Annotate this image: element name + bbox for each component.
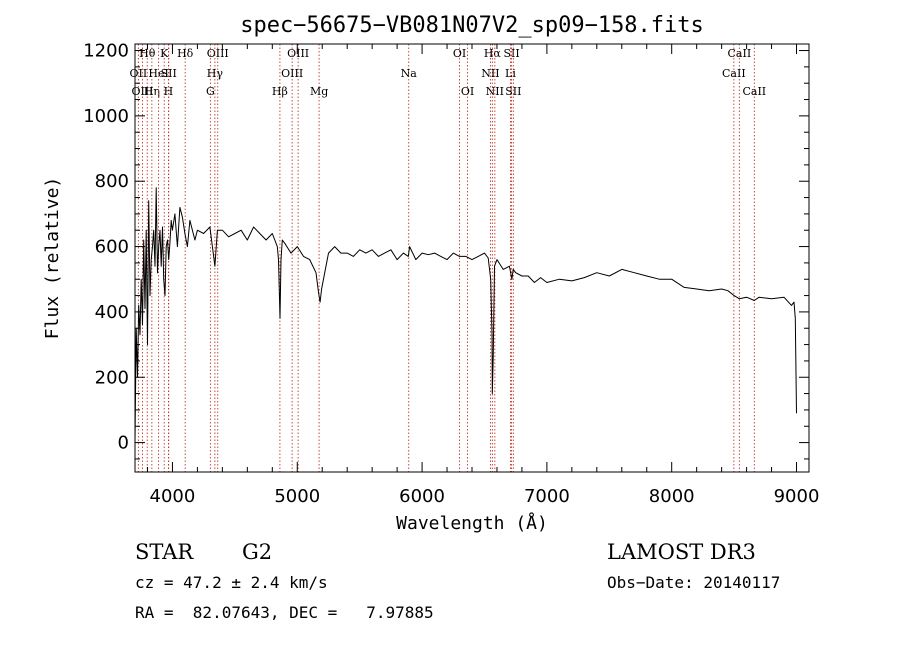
- line-label-20: SII: [503, 47, 519, 60]
- y-axis-label: Flux (relative): [42, 177, 63, 340]
- line-label-25: CaII: [728, 47, 752, 60]
- line-label-12: Hβ: [272, 85, 288, 98]
- line-label-13: OIII: [287, 47, 309, 60]
- x-tick-label-3: 7000: [524, 486, 570, 507]
- x-tick-label-4: 8000: [649, 486, 695, 507]
- y-tick-label-2: 400: [95, 302, 129, 323]
- x-tick-label-0: 4000: [150, 486, 196, 507]
- line-label-18: OI: [461, 85, 474, 98]
- line-label-11: G: [206, 85, 215, 98]
- line-label-4: K: [160, 47, 169, 60]
- spectrum-data-layer: [134, 187, 797, 443]
- survey-name: LAMOST DR3: [607, 540, 756, 564]
- line-label-26: CaII: [722, 67, 746, 80]
- x-tick-label-1: 5000: [274, 486, 320, 507]
- line-label-1: OII: [130, 67, 148, 80]
- axes-layer: 4000 5000 6000 7000 8000 9000 0 200 400 600 800 100…: [83, 41, 819, 507]
- line-label-17: OI: [453, 47, 466, 60]
- line-label-27: CaII: [742, 85, 766, 98]
- x-tick-label-5: 9000: [774, 486, 820, 507]
- line-label-15: Mg: [310, 85, 328, 98]
- spectral-subclass: G2: [242, 540, 273, 564]
- line-label-19: Hα: [484, 47, 502, 60]
- y-tick-label-5: 1000: [83, 106, 129, 127]
- y-tick-label-3: 600: [95, 237, 129, 258]
- line-label-21: NII: [481, 67, 499, 80]
- y-tick-label-0: 0: [118, 433, 129, 454]
- line-label-7: H: [164, 85, 174, 98]
- observation-date: Obs−Date: 20140117: [607, 573, 781, 592]
- line-label-3: Hη: [144, 85, 160, 98]
- x-axis-label: Wavelength (Å): [396, 512, 548, 534]
- line-label-14: OIII: [281, 67, 303, 80]
- coordinates: RA = 82.07643, DEC = 7.97885: [135, 603, 434, 622]
- redshift-value: cz = 47.2 ± 2.4 km/s: [135, 573, 328, 592]
- y-tick-label-1: 200: [95, 367, 129, 388]
- y-tick-label-4: 800: [95, 171, 129, 192]
- chart-title: spec−56675−VB081N07V2_sp09−158.fits: [240, 13, 704, 38]
- object-type: STAR: [135, 540, 194, 564]
- line-label-23: NII: [486, 85, 504, 98]
- line-label-2: OIII: [131, 85, 153, 98]
- x-tick-label-2: 6000: [399, 486, 445, 507]
- line-label-9: OIII: [207, 47, 229, 60]
- line-label-10: Hγ: [207, 67, 224, 80]
- line-label-24: SII: [505, 85, 521, 98]
- plot-frame: [134, 43, 810, 473]
- line-label-22: Li: [505, 67, 516, 80]
- line-label-5: HeI: [148, 67, 168, 80]
- line-label-8: Hδ: [177, 47, 194, 60]
- line-label-16: Na: [401, 67, 418, 80]
- y-tick-label-6: 1200: [83, 41, 129, 62]
- series-line-spectrum: [134, 187, 797, 443]
